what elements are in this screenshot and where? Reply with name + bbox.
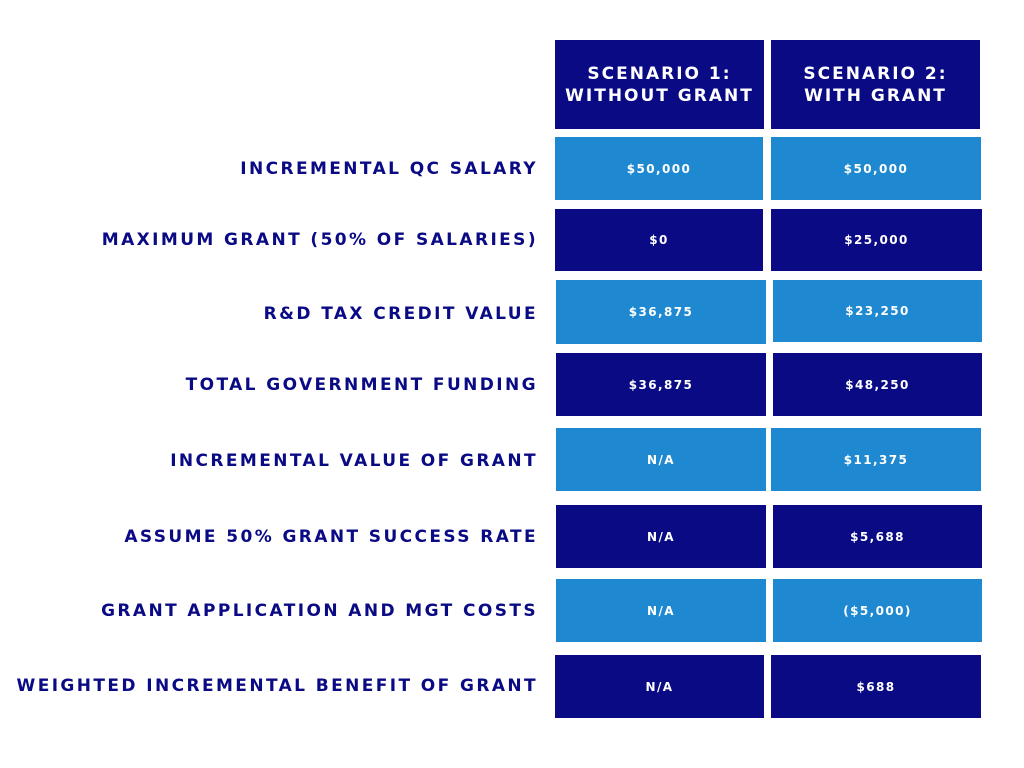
header-scenario-2: SCENARIO 2: WITH GRANT [771, 40, 980, 129]
cell-scenario-2: $688 [771, 655, 981, 718]
cell-scenario-2: $25,000 [771, 209, 982, 271]
row-label: INCREMENTAL QC SALARY [240, 159, 538, 179]
cell-scenario-2: $23,250 [773, 280, 982, 342]
cell-scenario-2: ($5,000) [773, 579, 982, 642]
row-label: TOTAL GOVERNMENT FUNDING [185, 375, 538, 395]
cell-scenario-1: $50,000 [555, 137, 763, 200]
row-label: MAXIMUM GRANT (50% OF SALARIES) [101, 230, 538, 250]
row-label: R&D TAX CREDIT VALUE [263, 304, 538, 324]
cell-scenario-1: N/A [555, 655, 764, 718]
cell-scenario-1: $36,875 [556, 353, 766, 416]
cell-scenario-1: N/A [556, 579, 766, 642]
cell-scenario-1: N/A [556, 428, 766, 491]
row-label: WEIGHTED INCREMENTAL BENEFIT OF GRANT [16, 676, 538, 696]
cell-scenario-1: $0 [555, 209, 763, 271]
cell-scenario-1: N/A [556, 505, 766, 568]
cell-scenario-2: $48,250 [773, 353, 982, 416]
row-label: ASSUME 50% GRANT SUCCESS RATE [124, 527, 538, 547]
cell-scenario-2: $5,688 [773, 505, 982, 568]
header-scenario-1: SCENARIO 1: WITHOUT GRANT [555, 40, 764, 129]
cell-scenario-1: $36,875 [556, 280, 766, 344]
cell-scenario-2: $11,375 [771, 428, 981, 491]
row-label: GRANT APPLICATION AND MGT COSTS [101, 601, 538, 621]
row-label: INCREMENTAL VALUE OF GRANT [170, 451, 538, 471]
cell-scenario-2: $50,000 [771, 137, 981, 200]
